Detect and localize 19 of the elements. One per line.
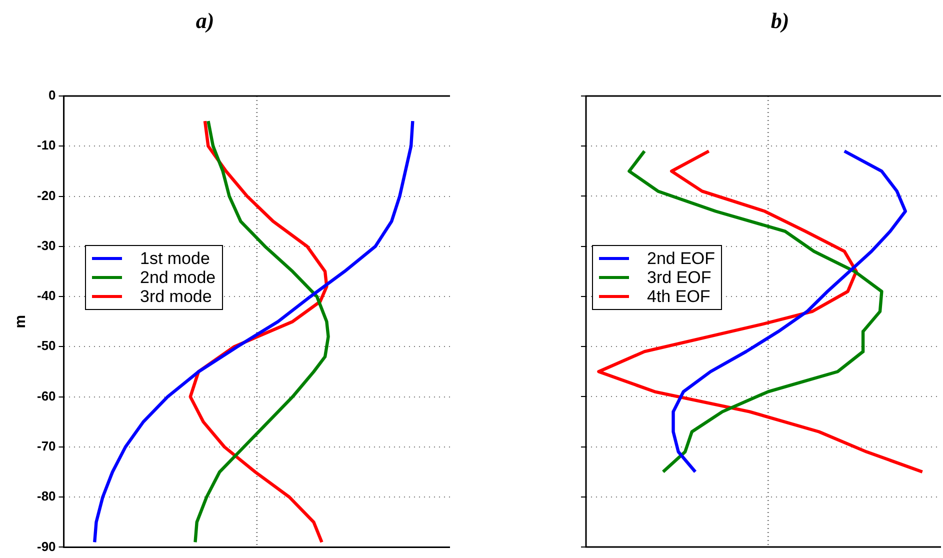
y-tick-label: -70 — [36, 438, 56, 454]
y-tick-label: -60 — [36, 388, 56, 404]
y-tick-label: -50 — [36, 338, 56, 354]
y-axis-title: m — [12, 314, 30, 328]
y-tick-label: -20 — [36, 188, 56, 203]
legend-label: 1st mode — [140, 249, 210, 268]
legend-label: 3rd mode — [140, 287, 212, 306]
y-tick-label: -30 — [36, 238, 56, 253]
y-tick-label: -40 — [36, 288, 56, 304]
legend-label: 3rd EOF — [647, 268, 712, 287]
chart-title: b) — [770, 8, 790, 34]
y-tick-label: 0 — [48, 88, 56, 103]
y-tick-label: -90 — [36, 538, 56, 554]
legend-label: 2nd EOF — [647, 249, 716, 268]
legend-label: 4th EOF — [647, 287, 710, 306]
chart-title: a) — [194, 8, 216, 34]
y-tick-label: -80 — [36, 488, 56, 504]
y-tick-label: -10 — [36, 138, 56, 153]
legend-label: 2nd mode — [140, 268, 216, 287]
